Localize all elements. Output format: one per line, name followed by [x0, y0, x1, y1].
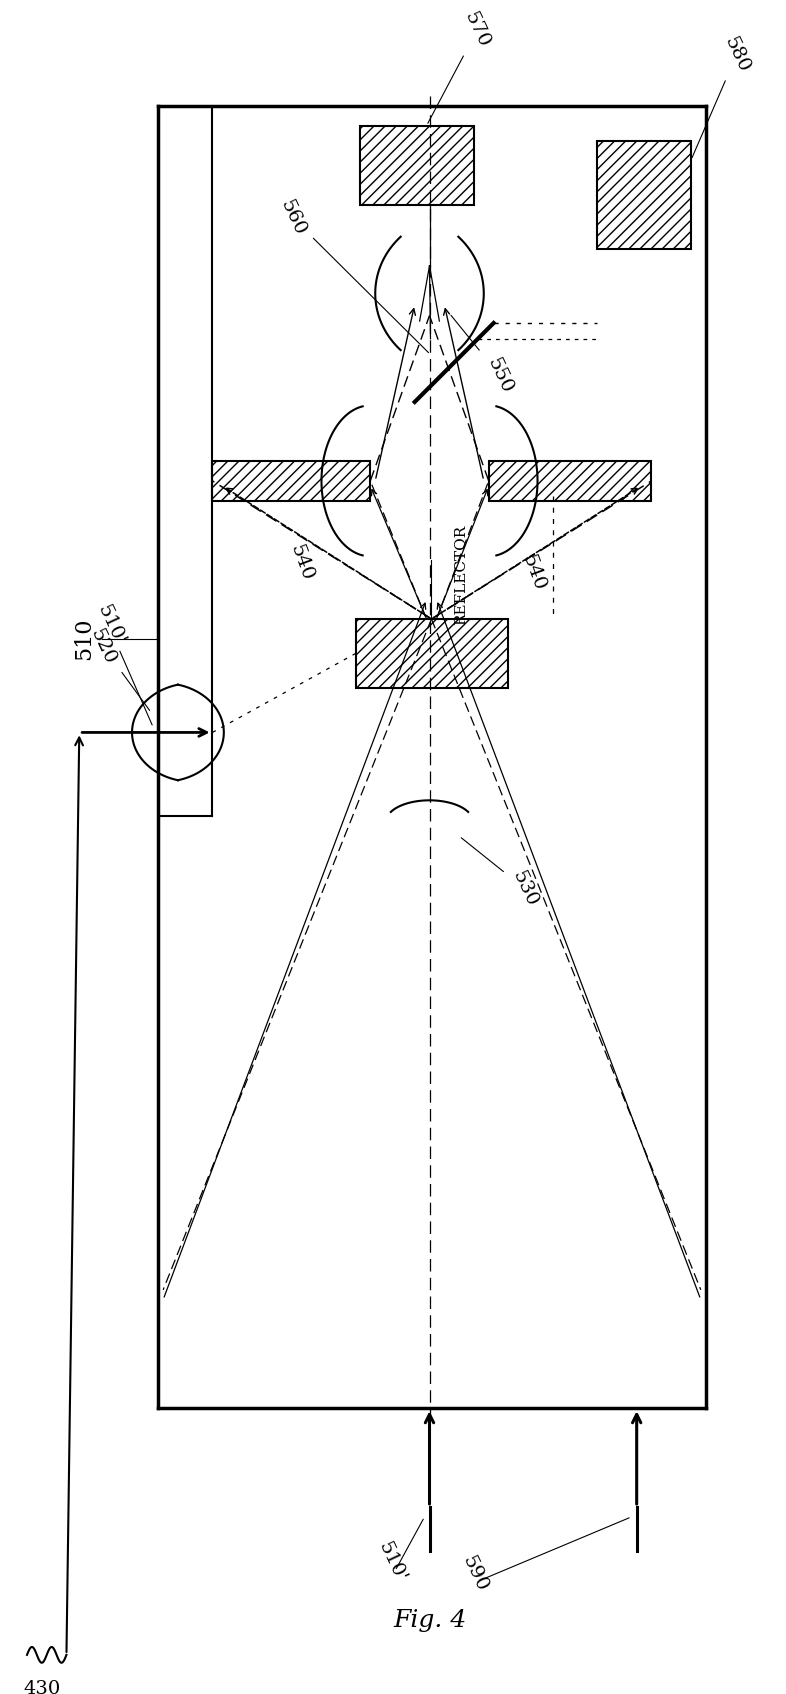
Text: 510: 510 [73, 618, 95, 661]
Text: 510': 510' [375, 1538, 410, 1586]
Bar [212, 461, 370, 501]
Bar [355, 618, 509, 688]
Text: 540: 540 [518, 552, 548, 593]
Bar [489, 461, 652, 501]
Text: 560: 560 [277, 197, 428, 352]
Text: 570: 570 [428, 10, 493, 124]
Text: 520: 520 [87, 627, 149, 710]
Text: 590: 590 [459, 1553, 491, 1594]
Text: REFLECTOR: REFLECTOR [454, 525, 468, 625]
Text: Fig. 4: Fig. 4 [393, 1609, 466, 1631]
Text: 530: 530 [461, 839, 541, 910]
Text: 580: 580 [692, 34, 752, 158]
Text: 540: 540 [286, 542, 316, 583]
Text: 550: 550 [451, 315, 516, 396]
Text: 430: 430 [23, 1680, 61, 1694]
Bar [597, 141, 691, 249]
Bar [361, 125, 474, 205]
Text: 510': 510' [94, 601, 128, 647]
